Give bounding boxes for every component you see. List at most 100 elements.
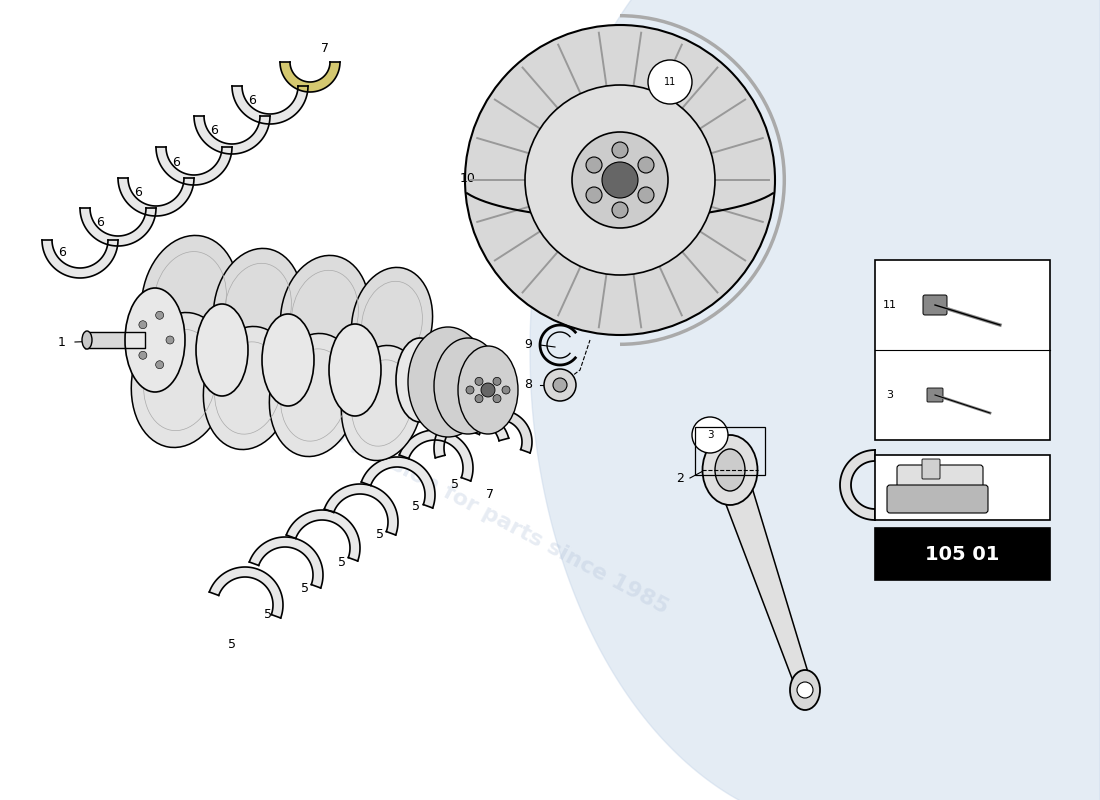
Polygon shape xyxy=(530,0,1100,800)
Polygon shape xyxy=(42,240,118,278)
Circle shape xyxy=(155,361,164,369)
Ellipse shape xyxy=(396,338,444,422)
Polygon shape xyxy=(288,342,355,388)
Text: 5: 5 xyxy=(264,609,272,622)
Ellipse shape xyxy=(262,314,314,406)
Ellipse shape xyxy=(703,435,758,505)
Circle shape xyxy=(166,336,174,344)
Text: 6: 6 xyxy=(134,186,142,198)
Polygon shape xyxy=(361,457,434,508)
Text: 5: 5 xyxy=(228,638,236,651)
Text: 7: 7 xyxy=(321,42,329,54)
Text: 11: 11 xyxy=(664,77,676,87)
FancyBboxPatch shape xyxy=(927,388,943,402)
Circle shape xyxy=(466,386,474,394)
Polygon shape xyxy=(715,465,813,693)
Circle shape xyxy=(493,378,500,386)
Text: 10: 10 xyxy=(460,171,476,185)
Polygon shape xyxy=(232,86,308,124)
Text: 8: 8 xyxy=(524,378,532,391)
Ellipse shape xyxy=(790,670,820,710)
Polygon shape xyxy=(155,322,222,368)
Ellipse shape xyxy=(341,346,422,461)
Circle shape xyxy=(544,369,576,401)
Polygon shape xyxy=(434,410,508,458)
Text: 1: 1 xyxy=(58,335,66,349)
Circle shape xyxy=(692,417,728,453)
Ellipse shape xyxy=(408,327,488,437)
Circle shape xyxy=(139,351,147,359)
Circle shape xyxy=(525,85,715,275)
Polygon shape xyxy=(470,410,532,453)
Polygon shape xyxy=(280,62,340,92)
Text: 7: 7 xyxy=(486,489,494,502)
Ellipse shape xyxy=(213,249,302,367)
Circle shape xyxy=(553,378,566,392)
Text: 2: 2 xyxy=(676,471,684,485)
FancyBboxPatch shape xyxy=(874,528,1050,580)
Text: 4: 4 xyxy=(931,478,939,491)
Circle shape xyxy=(572,132,668,228)
Text: 5: 5 xyxy=(338,555,346,569)
Ellipse shape xyxy=(715,449,745,491)
FancyBboxPatch shape xyxy=(922,459,940,479)
FancyBboxPatch shape xyxy=(874,455,1050,520)
Ellipse shape xyxy=(82,331,92,349)
Text: 11: 11 xyxy=(883,300,896,310)
Circle shape xyxy=(586,157,602,173)
Ellipse shape xyxy=(270,334,359,457)
Circle shape xyxy=(475,394,483,402)
Ellipse shape xyxy=(434,338,502,434)
Circle shape xyxy=(586,187,602,203)
Polygon shape xyxy=(250,537,323,588)
Ellipse shape xyxy=(125,288,185,392)
Text: 6: 6 xyxy=(249,94,256,106)
FancyBboxPatch shape xyxy=(896,465,983,493)
Circle shape xyxy=(612,142,628,158)
Polygon shape xyxy=(80,208,156,246)
Ellipse shape xyxy=(351,267,432,378)
Circle shape xyxy=(465,25,776,335)
Polygon shape xyxy=(355,352,420,398)
Polygon shape xyxy=(209,567,283,618)
Circle shape xyxy=(475,378,483,386)
Text: 3: 3 xyxy=(706,430,713,440)
Polygon shape xyxy=(118,178,194,216)
Ellipse shape xyxy=(329,324,381,416)
Polygon shape xyxy=(156,147,232,185)
Ellipse shape xyxy=(458,346,518,434)
Circle shape xyxy=(481,383,495,397)
Ellipse shape xyxy=(280,255,370,374)
Ellipse shape xyxy=(204,326,293,450)
Circle shape xyxy=(638,187,654,203)
Ellipse shape xyxy=(131,313,229,447)
Polygon shape xyxy=(399,430,473,481)
Text: 5: 5 xyxy=(376,529,384,542)
Text: 5: 5 xyxy=(412,501,420,514)
Text: 5: 5 xyxy=(301,582,309,594)
Polygon shape xyxy=(194,116,270,154)
Circle shape xyxy=(798,682,813,698)
Text: 3: 3 xyxy=(887,390,893,400)
Circle shape xyxy=(602,162,638,198)
Text: a passion for parts since 1985: a passion for parts since 1985 xyxy=(328,422,672,618)
Circle shape xyxy=(648,60,692,104)
FancyBboxPatch shape xyxy=(923,295,947,315)
Text: 6: 6 xyxy=(172,155,180,169)
Text: 5: 5 xyxy=(451,478,459,491)
Text: 6: 6 xyxy=(58,246,66,258)
FancyBboxPatch shape xyxy=(887,485,988,513)
Circle shape xyxy=(612,202,628,218)
Polygon shape xyxy=(840,450,874,520)
Circle shape xyxy=(502,386,510,394)
Text: 105 01: 105 01 xyxy=(925,545,1000,563)
Text: 9: 9 xyxy=(524,338,532,351)
Polygon shape xyxy=(286,510,360,561)
Text: europarts: europarts xyxy=(240,258,520,442)
Polygon shape xyxy=(324,484,398,535)
Circle shape xyxy=(155,311,164,319)
Text: 6: 6 xyxy=(96,215,103,229)
Ellipse shape xyxy=(142,235,239,365)
Circle shape xyxy=(638,157,654,173)
FancyBboxPatch shape xyxy=(874,260,1050,440)
